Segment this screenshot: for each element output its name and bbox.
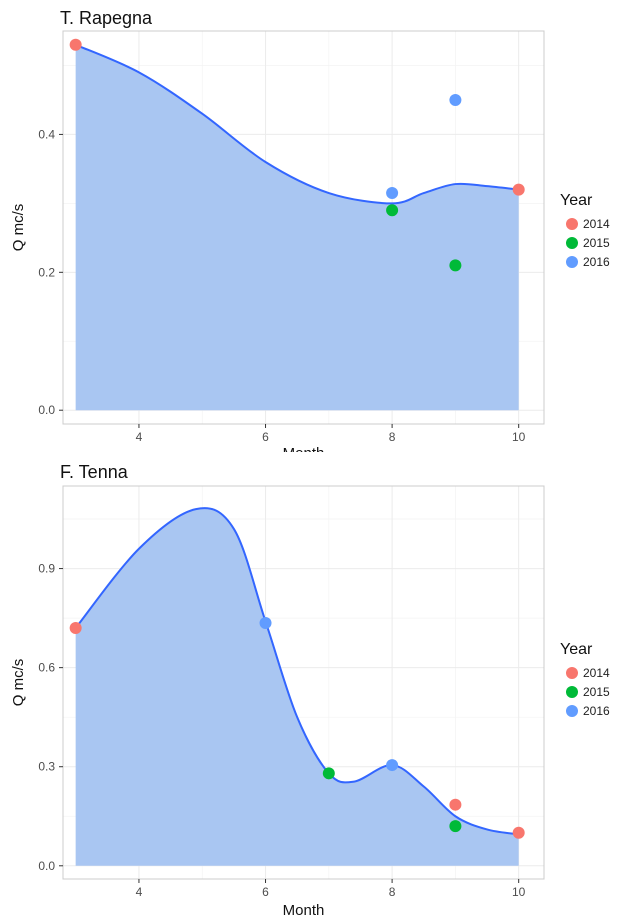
data-point-2015 [449,820,462,833]
data-point-2014 [512,183,525,196]
legend: Year 2014 2015 2016 [560,641,610,718]
area-fill [75,508,519,866]
data-point-2016 [449,93,462,106]
legend-label-2014: 2014 [583,217,610,231]
legend-marker-2016 [566,705,578,717]
legend-marker-2014 [566,667,578,679]
x-tick-label: 8 [389,885,396,899]
legend-label-2014: 2014 [583,666,610,680]
data-point-2016 [259,617,272,630]
smooth-line [75,43,519,205]
plot-border [62,485,545,880]
y-tick-label: 0.0 [38,859,55,873]
legend-label-2016: 2016 [583,704,610,718]
chart-title: F. Tenna [60,462,129,482]
x-tick-label: 6 [262,885,269,899]
x-tick-label: 6 [262,430,269,444]
chart-panel-tenna: F. Tenna 4 6 8 10 0.0 0.3 0.6 0.9 Month Q mc/s Year… [0,455,618,917]
data-point-2014 [449,798,462,811]
area-fill [75,44,519,411]
y-tick-label: 0.4 [38,127,55,141]
data-point-2016 [386,187,399,200]
data-point-2015 [386,204,399,217]
x-tick-label: 10 [512,885,526,899]
x-axis-label: Month [283,445,325,452]
y-tick-label: 0.2 [38,265,55,279]
legend-title: Year [560,192,593,209]
x-tick-label: 8 [389,430,396,444]
legend: Year 2014 2015 2016 [560,192,610,269]
legend-marker-2016 [566,256,578,268]
plot-border [62,30,545,425]
legend-label-2015: 2015 [583,236,610,250]
y-tick-label: 0.0 [38,403,55,417]
y-tick-label: 0.3 [38,760,55,774]
legend-marker-2015 [566,686,578,698]
legend-label-2016: 2016 [583,255,610,269]
y-tick-label: 0.9 [38,562,55,576]
legend-label-2015: 2015 [583,685,610,699]
data-point-2015 [322,767,335,780]
data-point-2015 [449,259,462,272]
data-point-2014 [512,826,525,839]
chart-panel-rapegna: T. Rapegna 4 6 8 10 0.0 0.2 0.4 Month Q mc/s Year 2… [0,0,618,452]
chart-title: T. Rapegna [60,8,153,28]
y-axis-label: Q mc/s [10,204,27,252]
data-point-2016 [386,759,399,772]
smooth-line [74,507,519,836]
rapegna-chart: T. Rapegna 4 6 8 10 0.0 0.2 0.4 Month Q mc/s Year 2… [10,8,610,452]
legend-marker-2014 [566,218,578,230]
y-axis-label: Q mc/s [10,659,27,707]
tenna-chart: F. Tenna 4 6 8 10 0.0 0.3 0.6 0.9 Month Q mc/s Year… [10,462,610,917]
data-point-2014 [69,622,82,635]
legend-marker-2015 [566,237,578,249]
x-tick-label: 4 [136,430,143,444]
data-point-2014 [69,38,82,51]
x-axis-label: Month [283,902,325,917]
y-tick-label: 0.6 [38,661,55,675]
x-tick-label: 4 [136,885,143,899]
legend-title: Year [560,641,593,658]
x-tick-label: 10 [512,430,526,444]
